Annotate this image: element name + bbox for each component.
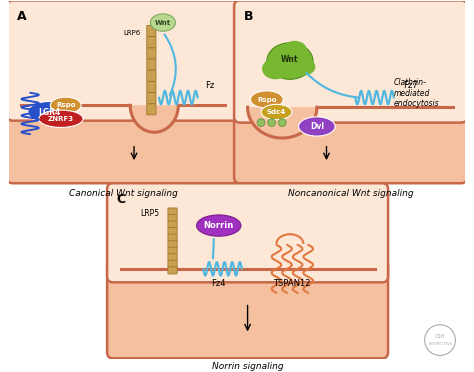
Text: C: C <box>117 193 126 206</box>
Text: LGR4: LGR4 <box>38 108 61 116</box>
FancyBboxPatch shape <box>234 0 467 123</box>
Ellipse shape <box>267 43 313 79</box>
FancyBboxPatch shape <box>107 183 388 282</box>
Text: CSH: CSH <box>435 334 445 339</box>
Text: LRP6: LRP6 <box>124 30 141 36</box>
FancyBboxPatch shape <box>168 228 177 235</box>
FancyBboxPatch shape <box>147 93 156 104</box>
Text: ZNRF3: ZNRF3 <box>48 116 74 122</box>
FancyBboxPatch shape <box>147 59 156 70</box>
FancyBboxPatch shape <box>168 241 177 248</box>
Text: LRP5: LRP5 <box>140 209 159 218</box>
Text: B: B <box>244 10 253 23</box>
Text: Norrin signaling: Norrin signaling <box>212 362 283 371</box>
FancyBboxPatch shape <box>147 70 156 81</box>
Text: Fz: Fz <box>205 81 215 90</box>
Text: PERSPECTIVE: PERSPECTIVE <box>428 342 452 346</box>
Polygon shape <box>130 105 178 132</box>
FancyBboxPatch shape <box>147 37 156 48</box>
Text: Canonical Wnt signaling: Canonical Wnt signaling <box>69 189 177 198</box>
FancyBboxPatch shape <box>147 26 156 36</box>
FancyBboxPatch shape <box>168 247 177 254</box>
Text: Fz7: Fz7 <box>403 81 418 90</box>
Polygon shape <box>247 107 317 138</box>
FancyBboxPatch shape <box>147 104 156 115</box>
Ellipse shape <box>39 110 83 128</box>
Text: TSPAN12: TSPAN12 <box>273 279 310 288</box>
FancyBboxPatch shape <box>7 0 239 121</box>
Text: Noncanonical Wnt signaling: Noncanonical Wnt signaling <box>288 189 413 198</box>
FancyBboxPatch shape <box>147 81 156 93</box>
FancyBboxPatch shape <box>168 215 177 222</box>
Text: Rspo: Rspo <box>257 96 276 103</box>
FancyBboxPatch shape <box>147 48 156 59</box>
FancyBboxPatch shape <box>107 258 388 358</box>
Text: Clathrin-
mediated
endocytosis: Clathrin- mediated endocytosis <box>394 78 439 108</box>
Ellipse shape <box>278 119 286 126</box>
Text: A: A <box>17 10 26 23</box>
FancyBboxPatch shape <box>7 92 239 183</box>
Text: Norrin: Norrin <box>204 221 234 230</box>
Text: Rspo: Rspo <box>56 102 75 108</box>
Ellipse shape <box>150 14 175 31</box>
Text: Wnt: Wnt <box>155 20 171 26</box>
Text: Fz4: Fz4 <box>211 279 226 288</box>
FancyBboxPatch shape <box>168 221 177 228</box>
Ellipse shape <box>50 97 81 113</box>
Ellipse shape <box>283 41 307 58</box>
Ellipse shape <box>261 104 292 120</box>
FancyBboxPatch shape <box>168 254 177 261</box>
Ellipse shape <box>299 117 335 136</box>
FancyBboxPatch shape <box>168 260 177 267</box>
Ellipse shape <box>197 215 241 236</box>
Ellipse shape <box>28 102 71 123</box>
Ellipse shape <box>257 119 265 126</box>
Ellipse shape <box>250 91 283 108</box>
FancyBboxPatch shape <box>168 267 177 274</box>
Ellipse shape <box>292 58 315 76</box>
FancyBboxPatch shape <box>168 208 177 215</box>
Text: Wnt: Wnt <box>281 55 299 64</box>
FancyBboxPatch shape <box>234 94 467 183</box>
Ellipse shape <box>268 119 275 126</box>
Text: Sdc4: Sdc4 <box>267 109 286 115</box>
Ellipse shape <box>262 58 289 79</box>
Text: Dvl: Dvl <box>310 122 324 131</box>
FancyBboxPatch shape <box>168 234 177 241</box>
